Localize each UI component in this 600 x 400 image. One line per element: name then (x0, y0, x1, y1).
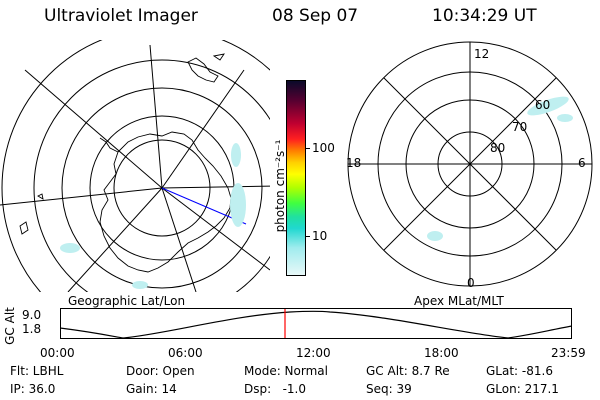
timeline-ytick-min: 1.8 (22, 322, 42, 336)
status-door: Door: Open (126, 364, 195, 378)
colorbar-unit-label: photon cm⁻²s⁻¹ (273, 139, 287, 233)
status-glat: GLat: -81.6 (486, 364, 553, 378)
magnetic-panel-label: Apex MLat/MLT (414, 294, 504, 308)
antarctica-coastline (99, 131, 232, 273)
colorbar-tick-100: 100 (312, 141, 335, 155)
timeline-ytick-max: 9.0 (22, 308, 42, 322)
lat-circle-65 (33, 59, 270, 292)
geographic-panel-label: Geographic Lat/Lon (68, 294, 186, 308)
timeline-xtick-0000: 00:00 (40, 346, 75, 360)
status-gain: Gain: 14 (126, 382, 177, 396)
magnetic-polar-plot (347, 41, 593, 287)
observation-date: 08 Sep 07 (272, 6, 359, 26)
intensity-colorbar (286, 80, 306, 276)
observation-time: 10:34:29 UT (432, 6, 537, 26)
mlat-label-60: 60 (535, 98, 551, 112)
timeline-xtick-0600: 06:00 (168, 346, 203, 360)
colorbar-tick-10: 10 (312, 229, 328, 243)
mlat-label-70: 70 (512, 120, 528, 134)
lat-circle-60 (1, 40, 270, 292)
aurora-emission-geo (60, 143, 246, 289)
lat-circle-70 (61, 87, 263, 289)
geographic-map (0, 40, 270, 292)
altitude-curve (60, 310, 572, 339)
south-america-tip (187, 57, 219, 83)
lat-circle-80 (113, 139, 211, 237)
aurora-emission-mag (427, 96, 573, 241)
status-seq: Seq: 39 (366, 382, 412, 396)
status-gc-alt: GC Alt: 8.7 Re (366, 364, 450, 378)
instrument-title: Ultraviolet Imager (44, 6, 198, 26)
mlat-label-80: 80 (490, 141, 506, 155)
mlt-label-0: 0 (467, 276, 475, 290)
mlt-label-12: 12 (474, 47, 490, 61)
timeline-xtick-1200: 12:00 (296, 346, 331, 360)
status-mode: Mode: Normal (244, 364, 328, 378)
mlt-label-6: 6 (578, 156, 586, 170)
status-ip: IP: 36.0 (10, 382, 56, 396)
altitude-timeline (60, 308, 572, 339)
status-dsp: Dsp: -1.0 (244, 382, 307, 396)
mlt-label-18: 18 (346, 156, 362, 170)
timeline-ylabel: GC Alt (3, 307, 17, 345)
timeline-xtick-1800: 18:00 (424, 346, 459, 360)
status-filter: Flt: LBHL (10, 364, 64, 378)
status-glon: GLon: 217.1 (486, 382, 559, 396)
timeline-xtick-2359: 23:59 (551, 346, 586, 360)
